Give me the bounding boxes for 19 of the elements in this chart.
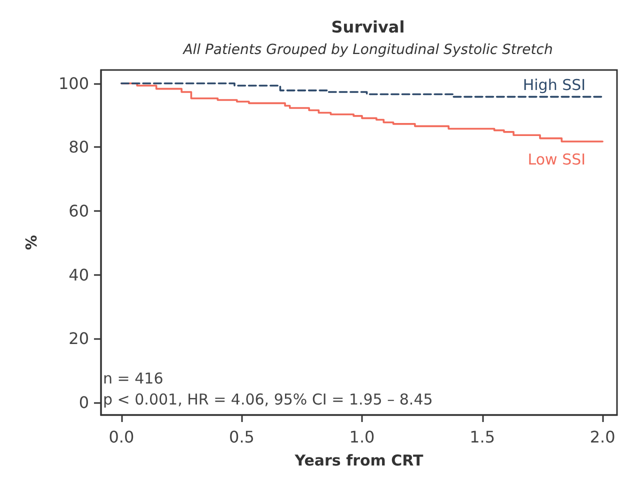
chart-subtitle: All Patients Grouped by Longitudinal Systolic Stretch bbox=[182, 42, 553, 58]
annotation: n = 416 bbox=[103, 370, 164, 388]
x-tick-label: 0.0 bbox=[108, 428, 134, 446]
y-tick-label: 40 bbox=[68, 265, 89, 284]
annotation: p < 0.001, HR = 4.06, 95% CI = 1.95 – 8.45 bbox=[103, 390, 433, 408]
y-tick-label: 60 bbox=[68, 202, 89, 221]
y-axis-title: % bbox=[22, 234, 40, 250]
y-tick-label: 100 bbox=[58, 74, 89, 93]
x-tick-label: 1.5 bbox=[470, 428, 496, 446]
x-tick-label: 1.0 bbox=[349, 428, 375, 446]
y-tick-label: 20 bbox=[68, 329, 89, 348]
chart-title: Survival bbox=[331, 18, 405, 36]
x-tick-label: 2.0 bbox=[590, 428, 616, 446]
series-label: Low SSI bbox=[528, 150, 586, 168]
y-tick-label: 80 bbox=[68, 138, 89, 157]
x-tick-label: 0.5 bbox=[229, 428, 254, 446]
x-axis-title: Years from CRT bbox=[294, 452, 424, 470]
series-label: High SSI bbox=[522, 76, 586, 94]
y-tick-label: 0 bbox=[78, 393, 89, 412]
